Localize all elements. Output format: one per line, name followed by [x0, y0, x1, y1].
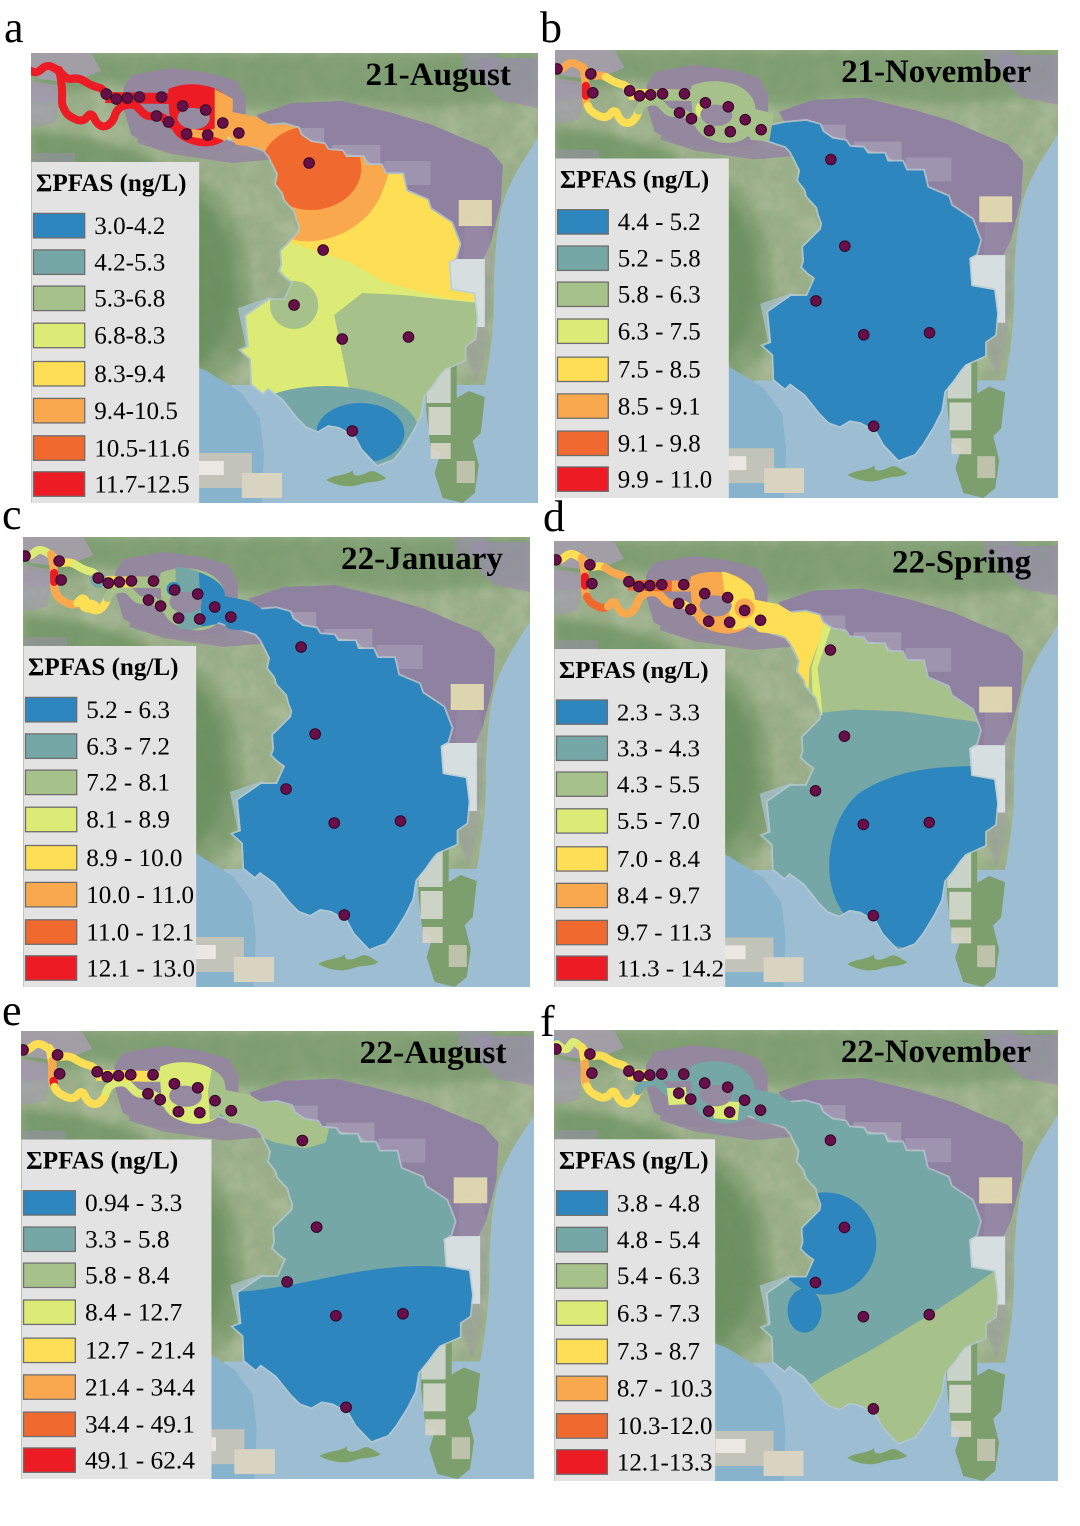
svg-text:22-January: 22-January	[341, 541, 503, 577]
svg-text:8.5 - 9.1: 8.5 - 9.1	[618, 393, 701, 420]
svg-text:b: b	[540, 3, 562, 52]
svg-text:ΣPFAS (ng/L): ΣPFAS (ng/L)	[559, 1147, 709, 1174]
svg-text:34.4 - 49.1: 34.4 - 49.1	[85, 1412, 195, 1439]
svg-text:ΣPFAS (ng/L): ΣPFAS (ng/L)	[560, 166, 709, 193]
svg-text:10.0 - 11.0: 10.0 - 11.0	[86, 882, 194, 909]
svg-text:21-November: 21-November	[841, 54, 1031, 90]
svg-text:0.94 - 3.3: 0.94 - 3.3	[85, 1190, 182, 1217]
svg-text:5.3-6.8: 5.3-6.8	[94, 286, 165, 313]
svg-text:8.4 - 12.7: 8.4 - 12.7	[85, 1300, 182, 1327]
svg-text:3.3 - 4.3: 3.3 - 4.3	[617, 736, 700, 763]
svg-text:11.0 - 12.1: 11.0 - 12.1	[86, 919, 194, 946]
svg-text:e: e	[2, 986, 22, 1035]
svg-text:ΣPFAS (ng/L): ΣPFAS (ng/L)	[28, 654, 179, 681]
svg-text:2.3 - 3.3: 2.3 - 3.3	[617, 699, 700, 726]
svg-text:22-November: 22-November	[841, 1034, 1031, 1070]
svg-text:7.0 - 8.4: 7.0 - 8.4	[617, 846, 701, 873]
svg-text:11.3 - 14.2: 11.3 - 14.2	[617, 955, 724, 982]
svg-text:d: d	[543, 492, 565, 541]
svg-text:f: f	[540, 997, 555, 1046]
svg-text:5.4 - 6.3: 5.4 - 6.3	[617, 1263, 700, 1290]
svg-text:8.3-9.4: 8.3-9.4	[94, 361, 166, 388]
svg-text:7.3 - 8.7: 7.3 - 8.7	[617, 1339, 700, 1366]
svg-text:9.4-10.5: 9.4-10.5	[94, 398, 178, 425]
svg-text:9.7 - 11.3: 9.7 - 11.3	[617, 920, 712, 947]
svg-text:11.7-12.5: 11.7-12.5	[94, 471, 189, 498]
svg-text:6.3 - 7.2: 6.3 - 7.2	[86, 733, 170, 760]
svg-text:5.8 - 8.4: 5.8 - 8.4	[85, 1263, 170, 1290]
svg-text:8.1 - 8.9: 8.1 - 8.9	[86, 807, 170, 834]
svg-text:4.4 - 5.2: 4.4 - 5.2	[618, 209, 701, 236]
svg-text:22-Spring: 22-Spring	[892, 545, 1032, 581]
svg-text:5.2 - 5.8: 5.2 - 5.8	[618, 245, 701, 272]
svg-text:9.9 - 11.0: 9.9 - 11.0	[618, 466, 712, 493]
svg-text:12.7 - 21.4: 12.7 - 21.4	[85, 1338, 195, 1365]
svg-text:10.5-11.6: 10.5-11.6	[94, 435, 189, 462]
svg-text:12.1 - 13.0: 12.1 - 13.0	[86, 955, 195, 982]
svg-text:6.8-8.3: 6.8-8.3	[94, 323, 165, 350]
svg-text:3.0-4.2: 3.0-4.2	[94, 213, 165, 240]
svg-text:49.1 - 62.4: 49.1 - 62.4	[85, 1448, 195, 1475]
svg-text:3.3 - 5.8: 3.3 - 5.8	[85, 1227, 170, 1254]
svg-text:ΣPFAS (ng/L): ΣPFAS (ng/L)	[36, 170, 187, 197]
svg-text:c: c	[2, 490, 22, 539]
svg-text:5.2 - 6.3: 5.2 - 6.3	[86, 697, 170, 724]
svg-text:6.3 - 7.5: 6.3 - 7.5	[618, 318, 701, 345]
svg-text:8.4 - 9.7: 8.4 - 9.7	[617, 883, 700, 910]
svg-text:ΣPFAS (ng/L): ΣPFAS (ng/L)	[559, 657, 709, 684]
svg-text:10.3-12.0: 10.3-12.0	[617, 1413, 713, 1440]
svg-text:4.2-5.3: 4.2-5.3	[94, 249, 165, 276]
svg-text:21.4 - 34.4: 21.4 - 34.4	[85, 1375, 195, 1402]
svg-text:8.7 - 10.3: 8.7 - 10.3	[617, 1376, 713, 1403]
svg-text:5.8 - 6.3: 5.8 - 6.3	[618, 281, 701, 308]
svg-text:4.3 - 5.5: 4.3 - 5.5	[617, 771, 700, 798]
svg-text:21-August: 21-August	[366, 57, 511, 93]
svg-text:7.2 - 8.1: 7.2 - 8.1	[86, 770, 170, 797]
svg-text:a: a	[4, 3, 24, 52]
svg-text:7.5 - 8.5: 7.5 - 8.5	[618, 357, 701, 384]
svg-text:3.8 - 4.8: 3.8 - 4.8	[617, 1190, 700, 1217]
svg-text:9.1 - 9.8: 9.1 - 9.8	[618, 431, 701, 458]
svg-text:5.5 - 7.0: 5.5 - 7.0	[617, 808, 700, 835]
svg-text:22-August: 22-August	[359, 1034, 506, 1071]
svg-text:12.1-13.3: 12.1-13.3	[617, 1449, 713, 1476]
svg-text:ΣPFAS (ng/L): ΣPFAS (ng/L)	[26, 1148, 178, 1175]
svg-text:6.3 - 7.3: 6.3 - 7.3	[617, 1300, 700, 1327]
svg-text:4.8 - 5.4: 4.8 - 5.4	[617, 1227, 701, 1254]
svg-text:8.9 - 10.0: 8.9 - 10.0	[86, 845, 182, 872]
